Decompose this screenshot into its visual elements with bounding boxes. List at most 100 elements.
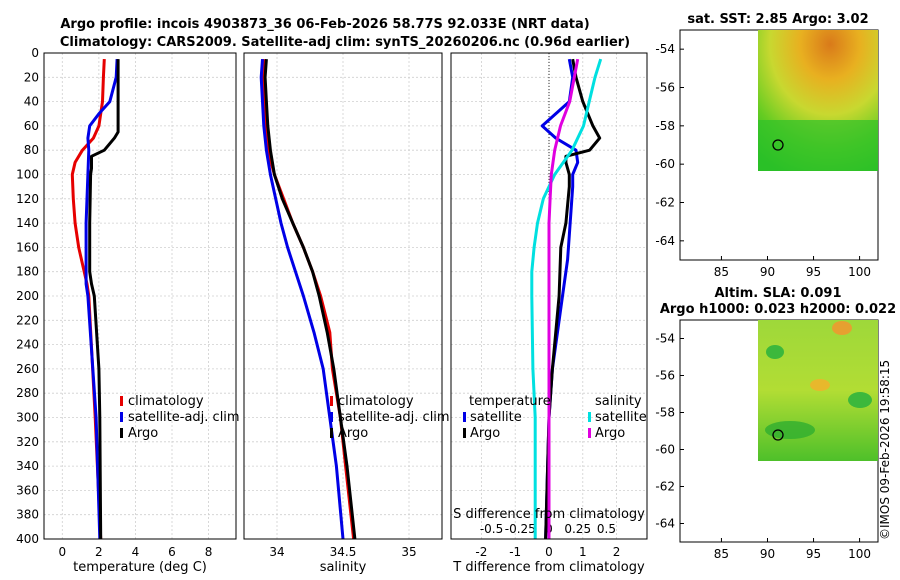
map-y-tick-label: -64 [655, 517, 675, 531]
series-line-temperature-Argo [544, 58, 602, 540]
y-tick-label: 80 [24, 143, 39, 157]
x-tick-label: -2 [475, 545, 487, 559]
sla-anomaly-high [832, 321, 852, 335]
y-tick-label: 20 [24, 70, 39, 84]
legend-heading-salinity: salinity [595, 394, 642, 409]
legend-label-climatology: climatology [338, 394, 414, 409]
s-tick-label: -0.25 [505, 522, 536, 536]
legend-label-sal-satellite: satellite [595, 410, 647, 425]
legend-swatch-argo [330, 428, 333, 438]
sla-anomaly-high [810, 379, 830, 391]
s-difference-label: S difference from climatology [453, 507, 645, 522]
map-x-tick-label: 90 [760, 547, 775, 561]
legend-label-satellite: satellite-adj. clim [338, 410, 450, 425]
argo-position-marker [772, 429, 784, 441]
legend-swatch-sal-satellite [588, 412, 591, 422]
series-line-satellite-adj-clim [84, 59, 119, 540]
series-line-Argo [263, 58, 357, 540]
y-tick-label: 220 [16, 313, 39, 327]
map-y-tick-label: -64 [655, 234, 675, 248]
x-tick-label: 0 [545, 545, 553, 559]
y-tick-label: 380 [16, 508, 39, 522]
series-line-salinity-Argo [547, 58, 580, 539]
panel-temperature: 0 2 4 6 802040608010012014016018020022024026… [16, 46, 237, 575]
x-tick-label: 34.5 [330, 545, 357, 559]
x-tick-label: -1 [509, 545, 521, 559]
y-tick-label: 260 [16, 362, 39, 376]
y-tick-label: 140 [16, 216, 39, 230]
y-tick-label: 340 [16, 459, 39, 473]
sst-map-title: sat. SST: 2.85 Argo: 3.02 [687, 12, 868, 27]
sla-anomaly-low [766, 345, 784, 359]
legend-swatch-climatology [330, 396, 333, 406]
y-tick-label: 400 [16, 532, 39, 546]
map-y-tick-label: -60 [655, 157, 675, 171]
salinity-legend: climatology satellite-adj. clim Argo [330, 394, 450, 441]
y-tick-label: 100 [16, 168, 39, 182]
sla-anomaly-low [765, 421, 815, 439]
legend-label-temp-argo: Argo [470, 426, 500, 441]
map-y-tick-label: -56 [655, 369, 675, 383]
map-y-tick-label: -54 [655, 42, 675, 56]
legend-swatch-climatology [120, 396, 123, 406]
sla-anomaly-low [848, 392, 872, 408]
copyright-stamp: ©IMOS 09-Feb-2026 19:58:15 [878, 360, 892, 540]
map-y-tick-label: -56 [655, 81, 675, 95]
sla-map [679, 319, 879, 543]
x-tick-label: 2 [613, 545, 621, 559]
y-tick-label: 160 [16, 240, 39, 254]
map-x-tick-label: 85 [714, 265, 729, 279]
map-y-tick-label: -62 [655, 196, 675, 210]
legend-heading-temperature: temperature [469, 394, 551, 409]
plot-frame [43, 52, 237, 540]
y-tick-label: 120 [16, 192, 39, 206]
map-x-tick-label: 85 [714, 547, 729, 561]
x-tick-label: 34 [269, 545, 284, 559]
x-tick-label: 4 [132, 545, 140, 559]
legend-swatch-argo [120, 428, 123, 438]
series-line-salinity-satellite [530, 58, 603, 539]
map-x-tick-label: 90 [760, 265, 775, 279]
legend-swatch-satellite [330, 412, 333, 422]
y-tick-label: 240 [16, 338, 39, 352]
legend-label-temp-satellite: satellite [470, 410, 522, 425]
map-x-tick-label: 100 [848, 547, 871, 561]
title-line-1: Argo profile: incois 4903873_36 06-Feb-2… [60, 17, 589, 32]
legend-swatch-temp-satellite [463, 412, 466, 422]
map-y-tick-label: -60 [655, 443, 675, 457]
argo-position-marker [772, 139, 784, 151]
panel-difference-from-climatology: -2 -1 0 1 2-0.5 -0.25 0 0.25 0.5T difference fro… [450, 52, 648, 575]
map-x-tick-label: 95 [806, 265, 821, 279]
series-line-satellite-adj-clim [259, 58, 345, 540]
x-tick-label: 6 [168, 545, 176, 559]
x-axis-label: T difference from climatology [452, 560, 645, 575]
sst-field-south [758, 120, 878, 171]
x-axis-label: salinity [320, 560, 367, 575]
map-x-tick-label: 95 [806, 547, 821, 561]
sst-map [679, 29, 879, 261]
series-line-climatology [261, 58, 356, 540]
s-tick-label: -0.5 [480, 522, 503, 536]
y-tick-label: 180 [16, 265, 39, 279]
legend-label-argo: Argo [338, 426, 368, 441]
y-tick-label: 300 [16, 411, 39, 425]
map-y-tick-label: -62 [655, 480, 675, 494]
plot-frame [243, 52, 443, 540]
x-tick-label: 35 [401, 545, 416, 559]
panel-salinity: 34 34.5 35 salinity [243, 52, 443, 575]
series-line-Argo [88, 59, 120, 540]
legend-label-sal-argo: Argo [595, 426, 625, 441]
map-y-tick-label: -54 [655, 332, 675, 346]
s-tick-label: 0.25 [564, 522, 591, 536]
y-tick-label: 60 [24, 119, 39, 133]
temperature-legend: climatology satellite-adj. clim Argo [120, 394, 240, 441]
legend-swatch-satellite [120, 412, 123, 422]
x-tick-label: 1 [579, 545, 587, 559]
s-tick-label: 0.5 [597, 522, 616, 536]
y-tick-label: 320 [16, 435, 39, 449]
y-tick-label: 40 [24, 95, 39, 109]
x-axis-label: temperature (deg C) [73, 560, 207, 575]
difference-legend: temperature satellite Argo salinity sate… [463, 394, 647, 441]
plot-frame [450, 52, 648, 540]
